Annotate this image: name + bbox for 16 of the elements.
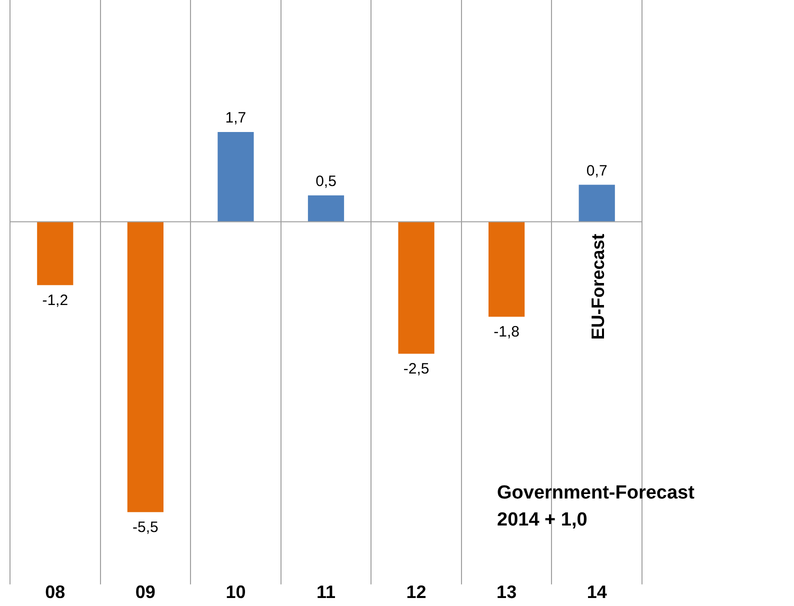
data-label: -1,2 [42, 292, 68, 309]
data-label: -5,5 [132, 518, 158, 536]
data-label: 0,7 [586, 162, 608, 180]
x-tick-label: 14 [586, 582, 607, 602]
annotation: EU-Forecast [588, 234, 608, 340]
x-tick-label: 11 [316, 582, 336, 602]
x-tick-label: 13 [496, 582, 517, 602]
data-label: 0,5 [316, 173, 336, 190]
x-tick-label: 09 [135, 582, 156, 602]
data-label: -2,5 [403, 360, 430, 378]
x-tick-label: 12 [406, 582, 426, 602]
x-tick-label: 10 [226, 582, 246, 602]
data-label: 1,7 [225, 110, 246, 127]
x-tick-label: 08 [45, 582, 66, 602]
data-label: -1,8 [494, 323, 520, 340]
annotation: Government-Forecast 2014 + 1,0 [497, 482, 696, 531]
